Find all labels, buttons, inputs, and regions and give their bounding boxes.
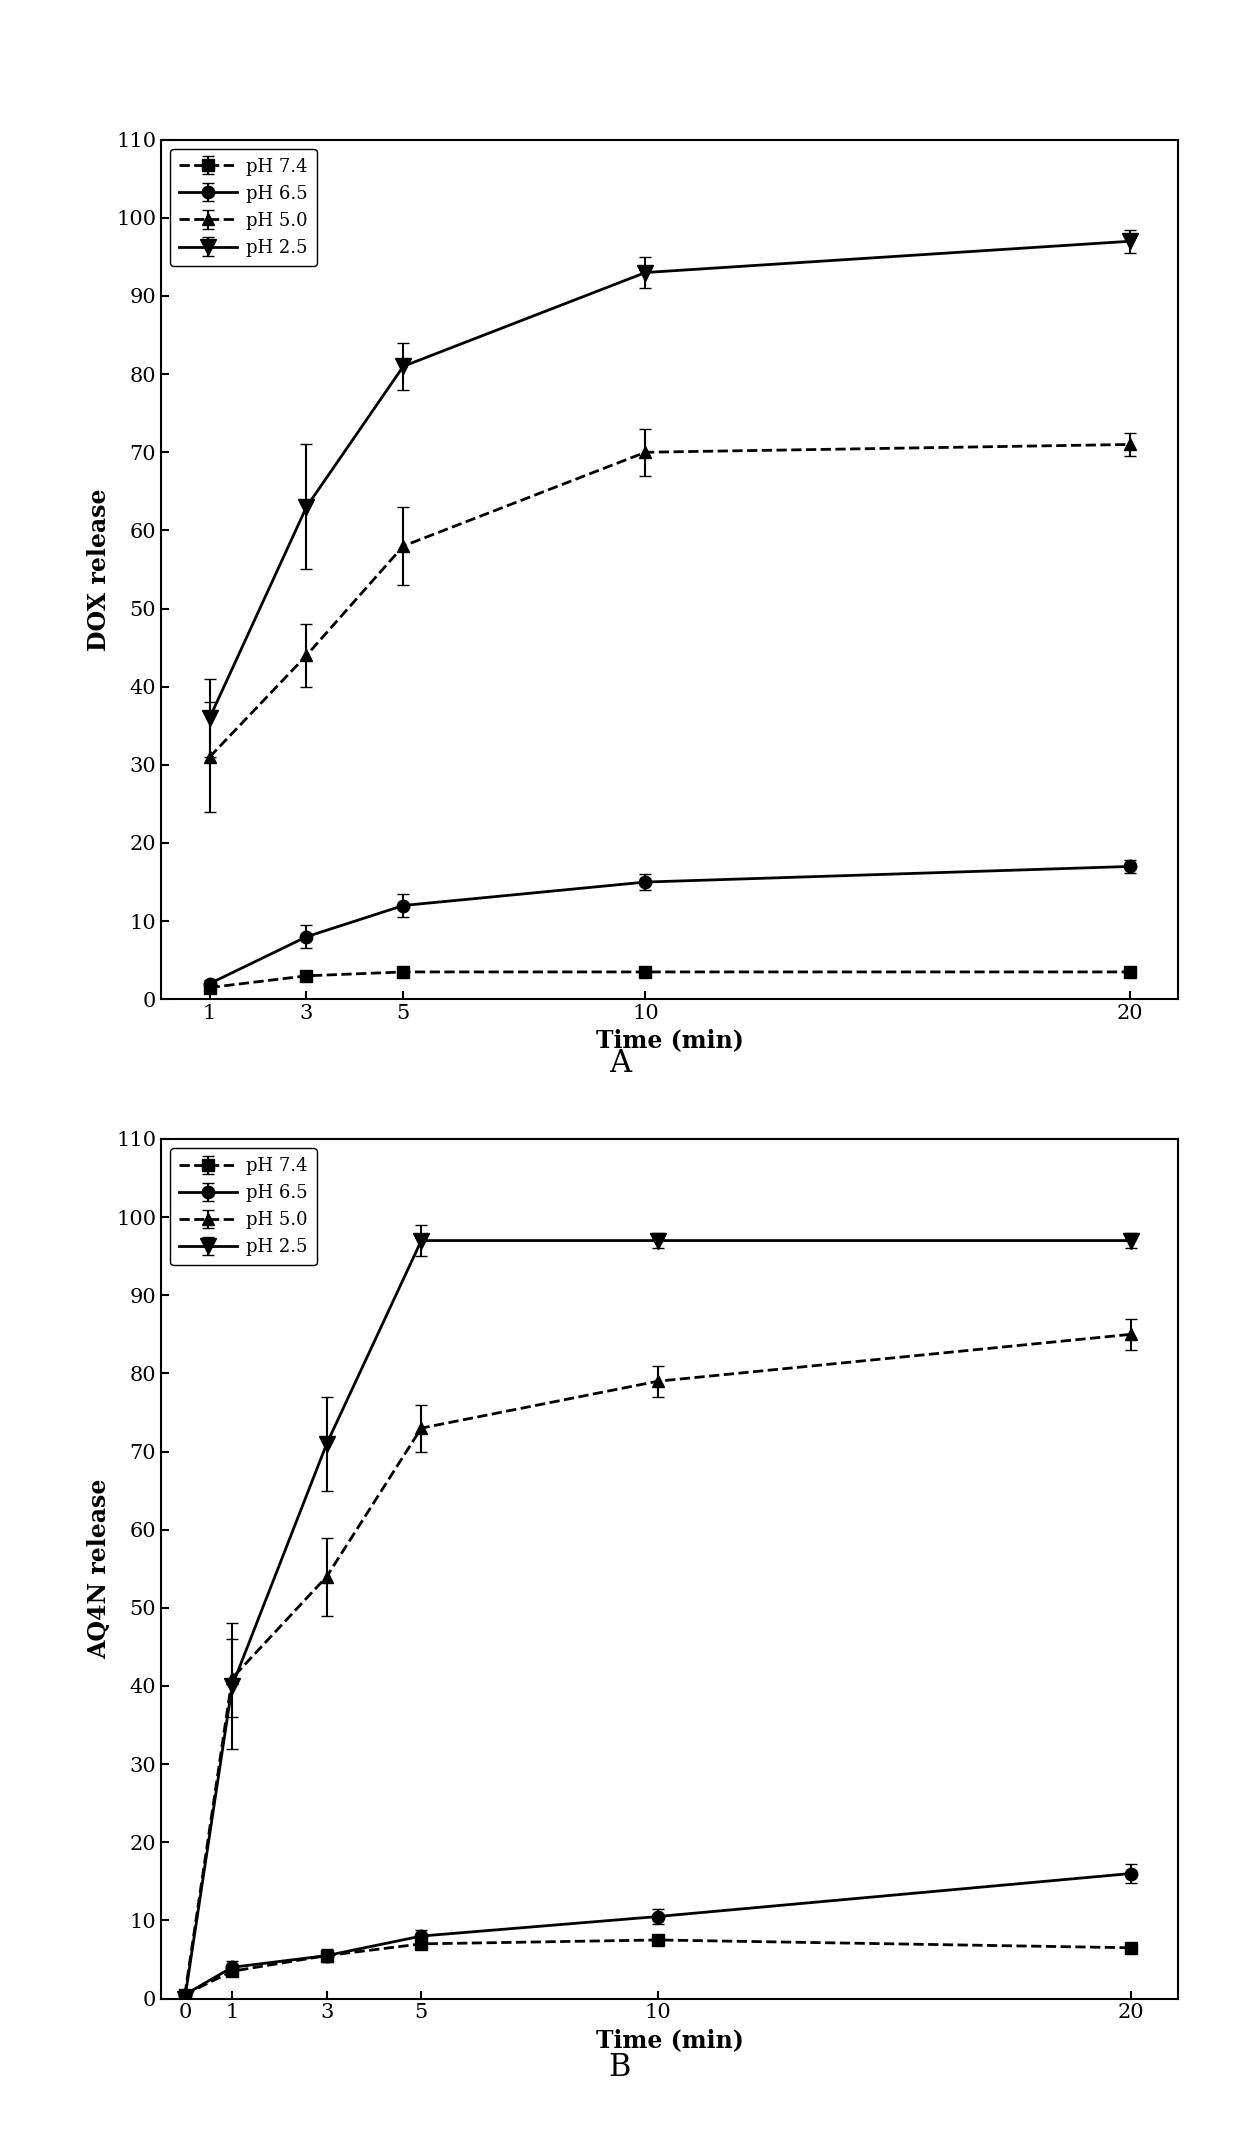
Legend: pH 7.4, pH 6.5, pH 5.0, pH 2.5: pH 7.4, pH 6.5, pH 5.0, pH 2.5 [170, 148, 316, 266]
Y-axis label: AQ4N release: AQ4N release [87, 1479, 110, 1659]
X-axis label: Time (min): Time (min) [595, 1029, 744, 1053]
Text: A: A [609, 1049, 631, 1079]
Text: B: B [609, 2052, 631, 2082]
Y-axis label: DOX release: DOX release [87, 488, 110, 651]
X-axis label: Time (min): Time (min) [595, 2029, 744, 2052]
Legend: pH 7.4, pH 6.5, pH 5.0, pH 2.5: pH 7.4, pH 6.5, pH 5.0, pH 2.5 [170, 1148, 316, 1266]
